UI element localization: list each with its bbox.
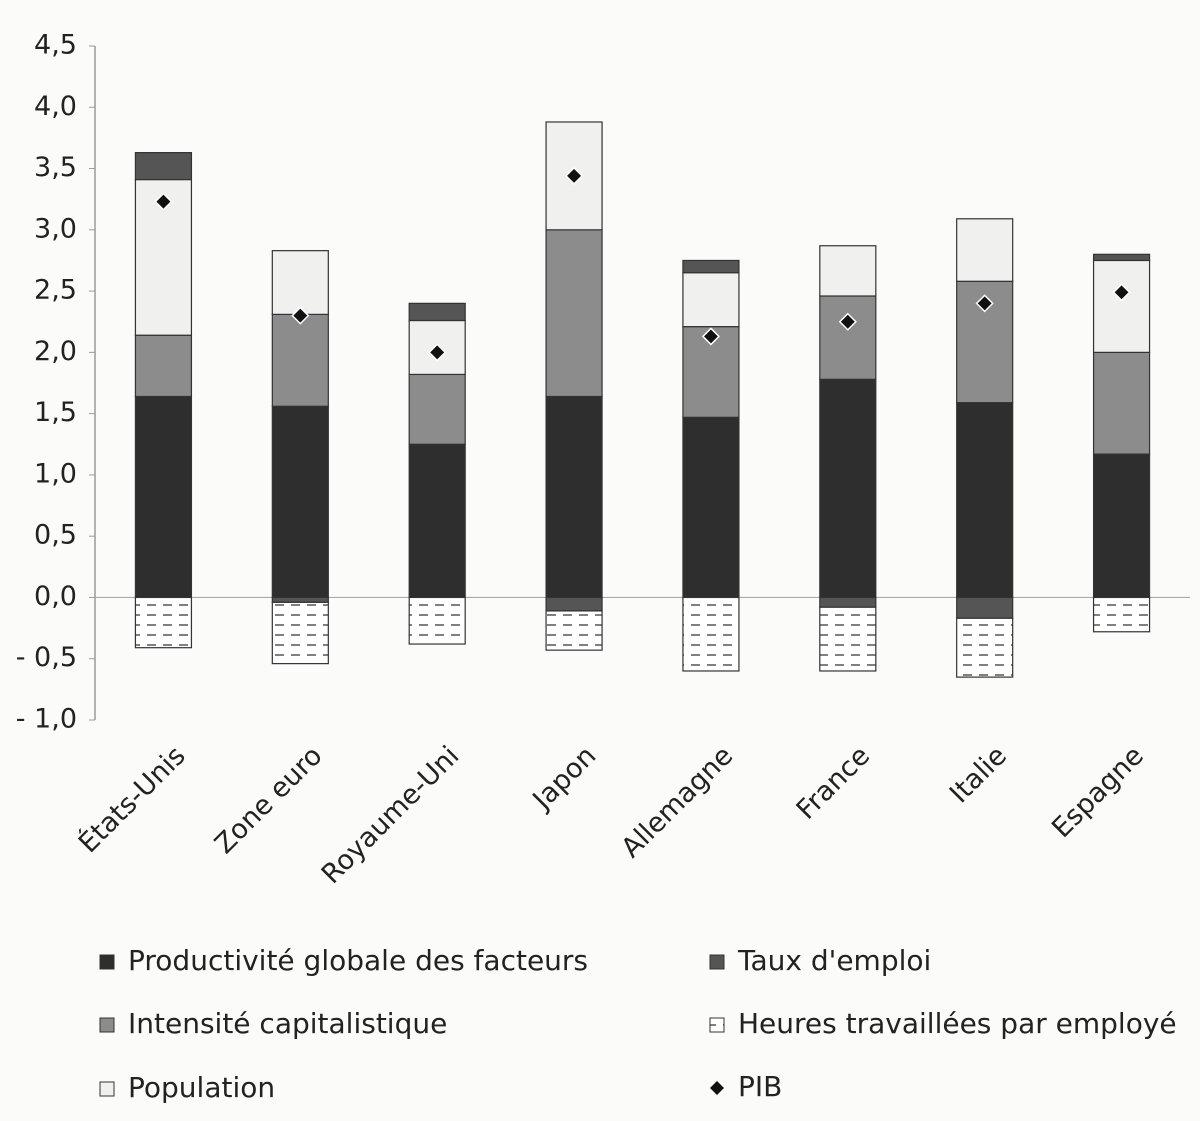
legend-swatch — [99, 1081, 115, 1097]
bar-segment — [271, 405, 329, 599]
bar-segment — [545, 610, 603, 651]
y-tick-label: 4,5 — [34, 30, 77, 61]
bar-segment — [408, 596, 466, 645]
legend-label: Population — [128, 1071, 275, 1104]
y-tick-label: 1,0 — [34, 458, 77, 489]
legend-swatch — [709, 954, 725, 970]
y-tick-label: 1,5 — [34, 397, 77, 428]
bar-segment — [819, 606, 877, 672]
bar-segment — [134, 152, 193, 181]
x-tick-label: Royaume-Uni — [316, 740, 466, 890]
x-tick-label: Espagne — [1046, 740, 1150, 844]
legend-label: Intensité capitalistique — [128, 1007, 447, 1040]
bar-segment — [682, 596, 740, 672]
y-tick-label: 3,0 — [34, 213, 77, 244]
bar-segment — [545, 596, 603, 612]
legend-swatch — [710, 1081, 724, 1095]
pib-marker — [565, 166, 584, 185]
x-tick-label: Italie — [944, 740, 1013, 809]
bar-segment — [1092, 351, 1151, 455]
bar-segment — [271, 596, 329, 603]
bar-segment — [682, 259, 740, 274]
bar-segment — [271, 601, 329, 665]
bar-segment — [819, 245, 877, 297]
bar-segment — [819, 378, 877, 599]
pib-marker — [291, 306, 310, 325]
bar-segment — [271, 250, 329, 315]
y-tick-label: 2,5 — [34, 275, 77, 306]
bar-segment — [956, 218, 1014, 282]
legend-label: PIB — [738, 1070, 782, 1103]
pib-marker — [428, 343, 447, 362]
bar-segment — [819, 596, 877, 608]
bar-segment — [134, 334, 193, 398]
pib-marker — [975, 294, 994, 313]
pib-marker — [154, 192, 173, 211]
y-tick-label: 4,0 — [34, 91, 77, 122]
legend-label: Heures travaillées par employé — [738, 1007, 1177, 1040]
x-tick-label: Japon — [526, 740, 603, 817]
bar-segment — [408, 302, 466, 322]
legend-label: Taux d'emploi — [737, 944, 931, 977]
y-tick-label: 0,5 — [34, 520, 77, 551]
x-tick-label: États-Unis — [72, 740, 192, 860]
bar-segment — [956, 596, 1014, 619]
bar-segment — [134, 395, 193, 599]
legend-swatch — [99, 954, 115, 970]
bar-segment — [545, 395, 603, 599]
x-tick-label: France — [791, 740, 876, 825]
bar-segment — [956, 617, 1014, 678]
bar-segment — [408, 443, 466, 599]
y-tick-label: 0,0 — [34, 581, 77, 612]
bar-segment — [545, 229, 603, 398]
bar-segment — [271, 313, 329, 407]
bar-segment — [682, 272, 740, 328]
pib-marker — [701, 327, 720, 346]
bar-segment — [819, 295, 877, 380]
legend-swatch — [709, 1017, 725, 1033]
x-tick-label: Allemagne — [616, 740, 740, 864]
bar-segment — [682, 416, 740, 599]
y-tick-label: - 0,5 — [16, 642, 77, 673]
legend: Productivité globale des facteurs Intensi… — [99, 944, 1177, 1104]
bar-segment — [1092, 259, 1151, 353]
bar-segment — [1092, 453, 1151, 599]
pib-marker — [1112, 283, 1131, 302]
bar-segment — [1092, 596, 1151, 633]
y-tick-label: - 1,0 — [16, 704, 77, 735]
bar-segment — [408, 373, 466, 445]
bar-segment — [1092, 253, 1151, 262]
legend-label: Productivité globale des facteurs — [128, 944, 588, 977]
pib-marker — [838, 312, 857, 331]
bar-segment — [956, 402, 1014, 599]
bar-segment — [134, 596, 193, 649]
y-tick-label: 2,0 — [34, 336, 77, 367]
legend-swatch — [99, 1017, 115, 1033]
y-tick-label: 3,5 — [34, 152, 77, 183]
x-tick-label: Zone euro — [209, 740, 329, 860]
